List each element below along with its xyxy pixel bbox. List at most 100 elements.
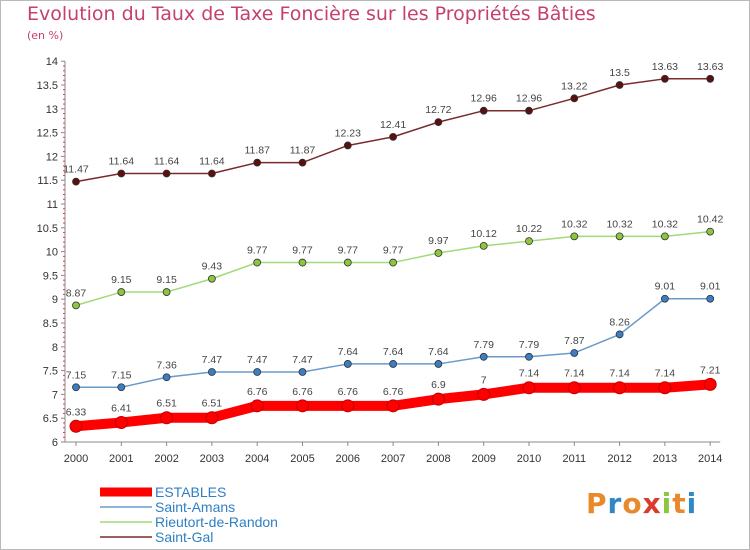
- data-label: 11.87: [290, 145, 316, 157]
- data-point: [479, 241, 488, 250]
- y-tick-label: 8.5: [43, 318, 58, 330]
- y-tick-label: 8: [52, 342, 58, 354]
- x-tick-label: 2006: [336, 453, 360, 465]
- data-label: 9.77: [292, 245, 313, 257]
- x-tick-label: 2009: [471, 453, 495, 465]
- y-tick-label: 10: [46, 247, 58, 259]
- data-point: [207, 274, 216, 283]
- data-point: [298, 258, 307, 267]
- logo-letter: r: [607, 487, 623, 520]
- data-point: [160, 411, 174, 425]
- x-tick-label: 2011: [562, 453, 586, 465]
- data-label: 7.15: [111, 369, 132, 381]
- data-label: 6.51: [202, 398, 223, 410]
- data-label: 9.43: [202, 261, 223, 273]
- data-point: [117, 383, 126, 392]
- data-label: 7.14: [564, 368, 585, 380]
- data-label: 10.32: [606, 218, 632, 230]
- data-label: 13.63: [697, 61, 723, 73]
- data-point: [615, 81, 624, 89]
- legend: ESTABLESSaint-AmansRieutort-de-RandonSai…: [100, 484, 278, 545]
- data-point: [479, 352, 488, 361]
- data-label: 12.72: [425, 104, 451, 116]
- data-label: 6.33: [66, 406, 87, 418]
- data-point: [570, 94, 579, 103]
- y-tick-label: 6: [52, 437, 58, 449]
- data-point: [343, 258, 352, 267]
- data-point: [615, 232, 624, 241]
- data-point: [661, 294, 669, 303]
- series-estables: 6.33 6.41 6.51 6.51 6.76 6.76 6.76 6.76 6.9 7 7.14…: [66, 364, 721, 433]
- data-point: [253, 258, 262, 267]
- data-label: 7.64: [338, 346, 359, 358]
- x-tick-label: 2013: [653, 453, 677, 465]
- series-saint-amans: 7.15 7.15 7.36 7.47 7.47 7.47 7.64 7.64 7.64 7.79…: [66, 281, 721, 392]
- y-tick-label: 9.5: [43, 270, 58, 282]
- x-tick-label: 2010: [517, 453, 541, 465]
- data-point: [434, 360, 443, 368]
- x-tick-label: 2005: [290, 453, 314, 465]
- data-point: [162, 288, 171, 296]
- data-point: [661, 232, 669, 241]
- data-label: 7.47: [247, 354, 268, 366]
- data-label: 9.97: [428, 235, 449, 247]
- logo-letter: i: [661, 487, 673, 520]
- data-point: [613, 381, 627, 395]
- data-point: [207, 169, 216, 178]
- y-tick-label: 11.5: [37, 175, 58, 187]
- data-label: 9.01: [700, 281, 721, 293]
- data-label: 7.87: [564, 335, 585, 347]
- data-label: 10.42: [697, 214, 723, 226]
- data-point: [434, 118, 443, 127]
- logo-letter: t: [672, 487, 687, 520]
- data-label: 6.76: [292, 386, 313, 398]
- data-point: [522, 381, 536, 395]
- data-point: [525, 237, 533, 246]
- data-label: 6.76: [383, 386, 404, 398]
- data-point: [298, 158, 307, 167]
- data-label: 9.77: [338, 245, 359, 257]
- logo-letter: P: [586, 487, 608, 520]
- data-point: [207, 368, 216, 376]
- logo-letter: o: [622, 487, 643, 520]
- series-rieutort-de-randon: 8.87 9.15 9.15 9.43 9.77 9.77 9.77 9.77 9.97 10.1…: [66, 214, 723, 310]
- data-point: [162, 373, 171, 382]
- data-label: 11.87: [244, 145, 270, 157]
- data-point: [296, 399, 309, 413]
- data-point: [298, 368, 307, 376]
- data-label: 10.12: [471, 228, 497, 240]
- data-point: [69, 419, 83, 433]
- data-point: [706, 74, 715, 83]
- data-point: [253, 158, 262, 167]
- data-label: 13.22: [561, 80, 587, 92]
- data-point: [706, 294, 715, 303]
- data-point: [72, 301, 80, 310]
- data-point: [117, 288, 126, 296]
- data-point: [341, 399, 355, 413]
- data-label: 13.5: [609, 67, 630, 79]
- x-tick-label: 2014: [698, 453, 722, 465]
- y-tick-label: 9: [52, 294, 58, 306]
- data-point: [389, 132, 398, 141]
- data-label: 7.47: [292, 354, 313, 366]
- proxiti-logo: Proxiti: [586, 487, 697, 520]
- x-tick-label: 2003: [200, 453, 224, 465]
- data-label: 7.14: [519, 368, 540, 380]
- data-point: [525, 106, 533, 115]
- data-point: [162, 169, 171, 178]
- data-label: 6.9: [431, 379, 446, 391]
- data-label: 13.63: [652, 61, 678, 73]
- data-point: [389, 360, 398, 368]
- x-tick-label: 2008: [426, 453, 450, 465]
- data-point: [661, 74, 669, 83]
- data-point: [117, 169, 126, 178]
- data-label: 9.77: [383, 245, 404, 257]
- data-label: 6.41: [111, 402, 132, 414]
- y-tick-label: 13.5: [37, 80, 58, 92]
- data-label: 7.21: [700, 364, 721, 376]
- axes: 6 6.5 7 7.5 8 8.5 9 9.5 10 10.5 11 11.5 12 12.5 13 13.5…: [37, 56, 723, 465]
- data-label: 7.14: [609, 368, 630, 380]
- y-tick-label: 14: [46, 56, 58, 68]
- data-label: 7: [481, 374, 487, 386]
